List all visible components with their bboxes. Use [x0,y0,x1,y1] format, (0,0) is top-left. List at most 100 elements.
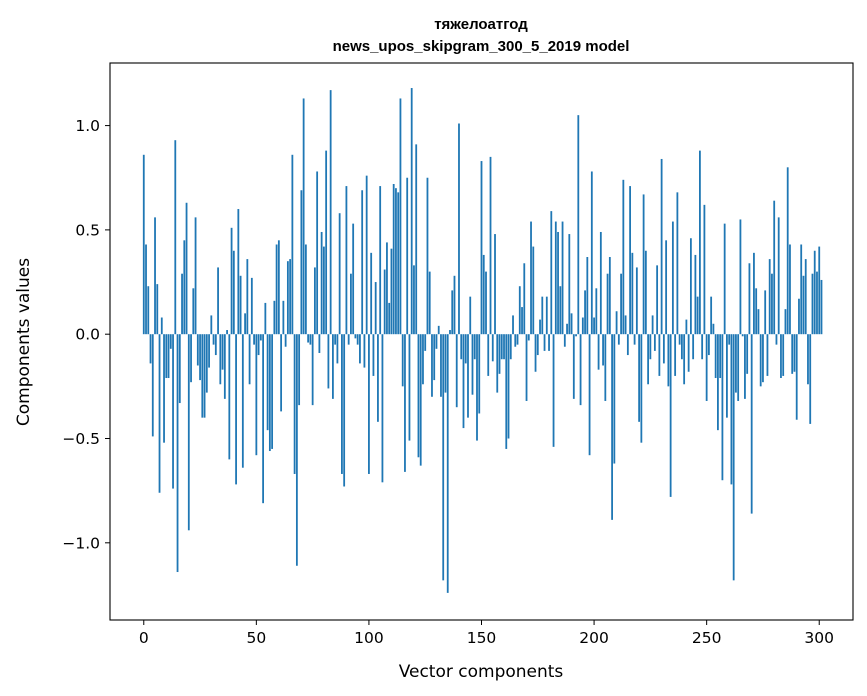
bar [262,334,264,504]
bar [226,330,228,335]
bar [507,334,510,439]
bar [410,88,413,335]
bar [768,259,771,335]
bar [536,334,539,356]
bar [746,334,749,374]
bar [210,315,213,335]
bar [257,334,260,356]
bar [530,221,532,335]
bar [194,217,197,335]
bar [181,273,183,335]
bar [527,334,530,341]
bar [584,290,586,335]
bar [588,334,591,456]
bar [379,186,382,335]
bar [187,334,190,531]
bar [311,334,314,406]
bar [532,246,535,335]
x-tick-label: 100 [354,629,384,647]
bar [617,334,620,345]
x-tick-label: 50 [246,629,266,647]
bar [563,334,566,347]
bar [579,334,582,406]
chart-title-line2: news_upos_skipgram_300_5_2019 model [333,38,630,55]
chart-title-line1: тяжелоатгод [434,16,528,33]
bar [250,277,253,335]
bar [554,221,557,335]
bar [737,334,740,401]
bar [365,175,368,335]
x-tick-label: 0 [139,629,149,647]
bar [386,242,388,335]
bar [309,334,312,345]
bar [350,273,352,335]
bar [694,254,697,335]
bar [642,194,645,335]
bar [798,298,800,335]
bar [624,315,627,335]
bar [683,334,686,385]
bar [674,334,677,376]
bar [620,273,622,335]
x-tick-label: 300 [804,629,834,647]
bar [744,334,746,399]
bar [762,334,764,383]
bar [602,334,604,366]
bar [440,334,442,397]
bar [696,296,699,335]
bar [446,334,449,593]
bar [356,334,359,345]
bar [678,334,681,345]
bar [721,334,724,481]
bar [730,334,733,485]
y-tick-label: 0.0 [75,326,100,344]
bar [253,334,255,345]
bar [268,334,271,452]
bar [230,227,233,335]
bar [699,150,701,335]
bar [487,334,490,376]
bar [318,334,321,353]
bar [550,211,553,335]
bar [354,334,357,339]
bar [295,334,298,566]
bar [471,334,474,395]
bar [570,313,573,335]
bar [804,259,807,335]
bar [460,334,463,360]
bar [647,334,650,385]
bar [374,282,377,335]
bar [708,334,710,356]
bar [219,334,222,385]
bar [800,244,803,335]
bar [476,334,478,441]
bar [685,319,688,335]
bar [653,334,656,351]
bar [383,269,386,335]
bar [316,171,319,335]
bar [289,259,292,335]
bar [196,334,199,366]
bar [431,334,433,397]
bar [818,246,821,335]
bar [395,188,397,335]
bar [649,334,652,360]
bar [325,150,328,335]
bar [703,204,706,335]
bar [381,334,384,483]
bar [608,257,611,335]
bar [795,334,798,420]
bar [726,334,728,418]
bar [552,334,555,447]
bar [458,123,460,335]
bars-group [142,88,823,593]
bar [205,334,208,393]
bar [401,334,404,387]
bar [485,271,487,335]
bar [735,334,737,393]
y-tick-label: −1.0 [62,534,100,552]
bar [712,323,715,335]
bar [557,231,559,335]
y-axis-ticks: −1.0 −0.5 0.0 0.5 1.0 [62,117,110,552]
